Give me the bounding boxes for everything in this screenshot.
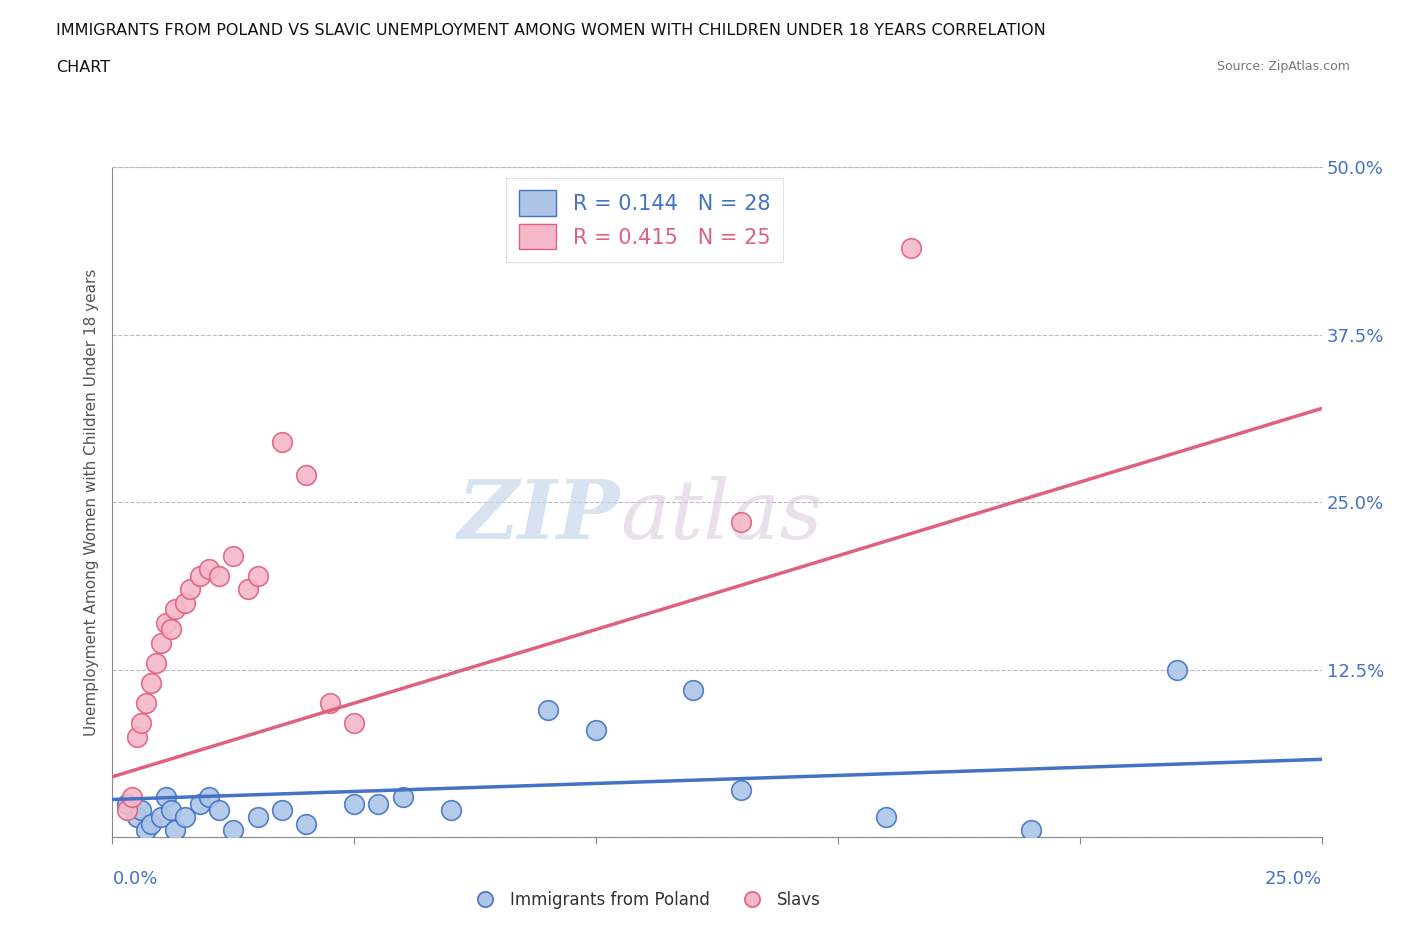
Point	[730, 515, 752, 530]
Legend: Immigrants from Poland, Slavs: Immigrants from Poland, Slavs	[461, 884, 827, 916]
Point	[236, 582, 259, 597]
Point	[343, 796, 366, 811]
Point	[179, 582, 201, 597]
Point	[159, 803, 181, 817]
Point	[155, 616, 177, 631]
Point	[165, 602, 187, 617]
Point	[246, 568, 269, 583]
Text: ZIP: ZIP	[458, 475, 620, 555]
Point	[188, 796, 211, 811]
Point	[208, 568, 231, 583]
Point	[159, 622, 181, 637]
Point	[875, 809, 897, 824]
Point	[730, 783, 752, 798]
Point	[165, 823, 187, 838]
Point	[131, 803, 153, 817]
Point	[135, 696, 157, 711]
Point	[155, 790, 177, 804]
Point	[343, 716, 366, 731]
Point	[208, 803, 231, 817]
Point	[141, 817, 163, 831]
Point	[246, 809, 269, 824]
Point	[188, 568, 211, 583]
Y-axis label: Unemployment Among Women with Children Under 18 years: Unemployment Among Women with Children U…	[83, 269, 98, 736]
Point	[270, 434, 292, 449]
Point	[682, 683, 704, 698]
Point	[198, 790, 221, 804]
Point	[141, 675, 163, 690]
Point	[367, 796, 389, 811]
Point	[391, 790, 413, 804]
Point	[115, 796, 138, 811]
Text: Source: ZipAtlas.com: Source: ZipAtlas.com	[1216, 60, 1350, 73]
Point	[440, 803, 463, 817]
Point	[149, 635, 172, 650]
Point	[900, 240, 922, 255]
Point	[222, 549, 245, 564]
Point	[131, 716, 153, 731]
Point	[319, 696, 342, 711]
Point	[270, 803, 292, 817]
Point	[1021, 823, 1043, 838]
Point	[149, 809, 172, 824]
Text: IMMIGRANTS FROM POLAND VS SLAVIC UNEMPLOYMENT AMONG WOMEN WITH CHILDREN UNDER 18: IMMIGRANTS FROM POLAND VS SLAVIC UNEMPLO…	[56, 23, 1046, 38]
Point	[125, 809, 148, 824]
Point	[222, 823, 245, 838]
Point	[135, 823, 157, 838]
Point	[145, 656, 167, 671]
Point	[115, 803, 138, 817]
Text: 25.0%: 25.0%	[1264, 870, 1322, 887]
Point	[537, 702, 560, 717]
Point	[295, 468, 318, 483]
Point	[174, 595, 197, 610]
Text: 0.0%: 0.0%	[112, 870, 157, 887]
Text: CHART: CHART	[56, 60, 110, 75]
Point	[174, 809, 197, 824]
Point	[198, 562, 221, 577]
Text: atlas: atlas	[620, 475, 823, 555]
Point	[121, 790, 143, 804]
Point	[295, 817, 318, 831]
Point	[1166, 662, 1188, 677]
Point	[585, 723, 607, 737]
Point	[125, 729, 148, 744]
